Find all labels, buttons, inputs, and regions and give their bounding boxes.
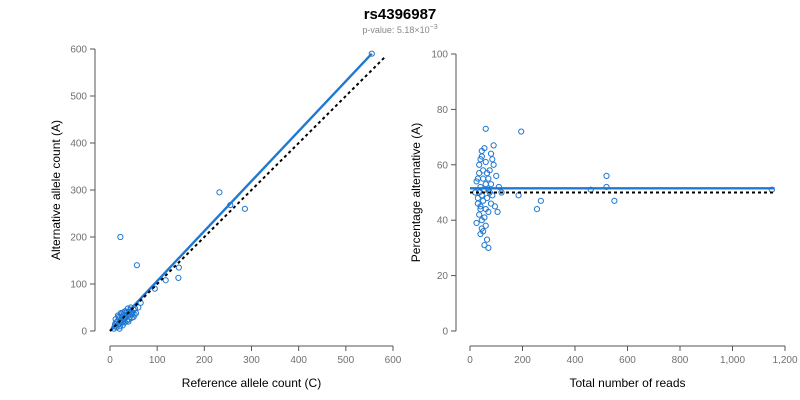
data-point [489, 156, 496, 163]
data-point [129, 310, 136, 318]
y-tick-label: 400 [70, 139, 87, 150]
data-point [175, 264, 182, 271]
data-point [498, 189, 505, 196]
data-point [489, 192, 496, 199]
data-point [494, 208, 501, 215]
data-point [486, 167, 493, 174]
y-tick-label: 80 [437, 105, 449, 116]
data-point [473, 178, 480, 185]
data-point [125, 318, 132, 325]
y-tick-label: 100 [70, 280, 87, 291]
y-tick-label: 200 [70, 233, 87, 244]
fitted-trend-line [109, 52, 373, 332]
y-tick-label: 300 [70, 186, 87, 197]
data-point [135, 304, 142, 311]
x-axis-title: Reference allele count (C) [182, 376, 321, 390]
data-point [490, 161, 497, 168]
data-point [482, 125, 489, 132]
data-point [478, 217, 485, 224]
data-point [476, 211, 483, 218]
data-point [477, 203, 484, 210]
data-point [478, 225, 485, 232]
data-point [473, 219, 480, 227]
y-tick-label: 100 [431, 50, 448, 61]
y-tick-label: 0 [442, 327, 448, 338]
data-point [487, 181, 495, 188]
data-point [368, 50, 375, 57]
data-point [175, 274, 182, 281]
left-scatter-plot: 0 100 200 300 400 500 600 0 100 200 300 400 500 600 Re… [49, 45, 402, 391]
data-point [611, 197, 618, 204]
x-tick-label: 1,000 [720, 355, 745, 366]
y-axis-title: Alternative allele count (A) [49, 120, 63, 260]
x-tick-label: 0 [107, 355, 113, 366]
data-point [487, 150, 495, 157]
x-tick-label: 1,200 [772, 355, 797, 366]
x-tick-label: 300 [243, 355, 260, 366]
data-point [477, 230, 484, 238]
data-point [537, 197, 544, 204]
data-point [491, 203, 499, 210]
data-point [485, 244, 492, 251]
data-point [241, 205, 248, 212]
x-tick-label: 400 [567, 355, 584, 366]
data-point [121, 319, 128, 326]
data-point [133, 262, 140, 269]
data-point [603, 183, 610, 191]
data-point [116, 323, 124, 330]
data-point [482, 181, 489, 188]
x-tick-label: 200 [196, 355, 213, 366]
data-point [117, 233, 124, 241]
data-point [480, 197, 487, 204]
y-tick-label: 0 [81, 327, 87, 338]
y-tick-label: 20 [437, 271, 449, 282]
x-tick-label: 100 [149, 355, 166, 366]
x-tick-label: 400 [290, 355, 307, 366]
data-point [477, 206, 484, 213]
data-point [480, 175, 487, 182]
x-tick-label: 800 [672, 355, 689, 366]
data-point [493, 172, 500, 179]
chart-subtitle: p-value: 5.18×10−3 [0, 24, 800, 35]
y-tick-label: 500 [70, 92, 87, 103]
data-point [117, 310, 124, 317]
data-point [518, 128, 525, 135]
p-value-exponent: −3 [429, 24, 438, 31]
x-tick-label: 500 [337, 355, 354, 366]
data-point [603, 172, 610, 179]
data-point [162, 277, 169, 284]
data-point [485, 208, 492, 215]
y-tick-label: 60 [437, 160, 449, 171]
x-tick-label: 600 [619, 355, 636, 366]
data-point [476, 161, 483, 168]
data-point [482, 158, 489, 166]
data-point [478, 153, 485, 160]
x-tick-label: 0 [467, 355, 473, 366]
data-point [483, 236, 491, 243]
p-value-text: p-value: 5.18×10 [362, 25, 430, 35]
chart-title: rs4396987 [363, 6, 437, 23]
data-point [490, 142, 497, 149]
x-axis-title: Total number of reads [569, 376, 685, 390]
data-point [495, 183, 502, 191]
data-point [151, 285, 158, 292]
y-axis-title: Percentage alternative (A) [409, 123, 423, 262]
x-tick-label: 600 [385, 355, 402, 366]
data-point [216, 189, 223, 196]
data-point [485, 175, 492, 182]
y-tick-label: 40 [437, 216, 449, 227]
x-tick-label: 200 [514, 355, 531, 366]
y-tick-label: 600 [70, 45, 87, 56]
right-scatter-plot: 0 200 400 600 800 1,000 1,200 0 20 40 60 80 100 Total… [409, 50, 798, 391]
expected-ratio-line [109, 55, 387, 332]
data-point [476, 170, 483, 177]
data-point [533, 206, 541, 213]
data-point [474, 194, 481, 202]
